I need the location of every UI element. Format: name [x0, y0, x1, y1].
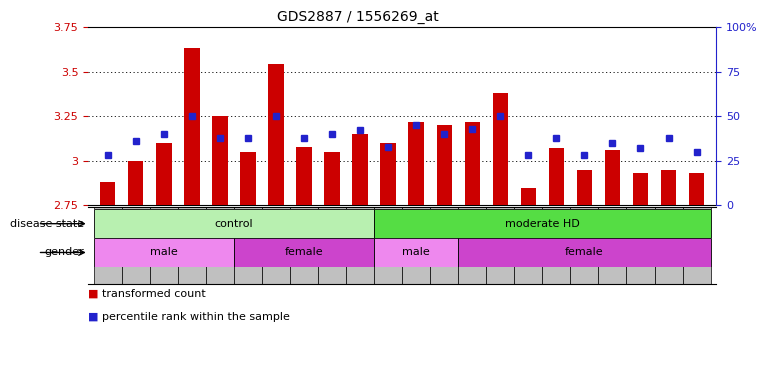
Text: GSM217786: GSM217786 [440, 214, 449, 265]
Text: control: control [214, 218, 254, 229]
Bar [633, 173, 648, 205]
Text: disease state: disease state [10, 218, 84, 229]
Bar [93, 238, 234, 267]
Text: gender: gender [44, 247, 84, 258]
Text: GSM217768: GSM217768 [300, 214, 309, 265]
Bar [654, 207, 683, 284]
Bar [577, 170, 592, 205]
Bar [184, 48, 200, 205]
Bar [93, 209, 374, 238]
Bar [100, 182, 116, 205]
Bar [290, 207, 318, 284]
Bar [627, 207, 654, 284]
Bar [206, 207, 234, 284]
Text: GSM217776: GSM217776 [496, 214, 505, 265]
Text: GSM217787: GSM217787 [468, 214, 476, 265]
Bar [374, 207, 402, 284]
Text: GSM217777: GSM217777 [524, 214, 533, 265]
Bar [430, 207, 458, 284]
Bar [571, 207, 598, 284]
Bar [464, 121, 480, 205]
Bar [374, 209, 711, 238]
Text: GSM217767: GSM217767 [271, 214, 280, 265]
Text: ■: ■ [88, 312, 99, 322]
Text: moderate HD: moderate HD [505, 218, 580, 229]
Bar [156, 143, 172, 205]
Text: GSM217781: GSM217781 [636, 214, 645, 264]
Bar [548, 148, 564, 205]
Text: GSM217784: GSM217784 [384, 214, 393, 264]
Bar [493, 93, 508, 205]
Text: GSM217785: GSM217785 [411, 214, 421, 264]
Text: GSM217780: GSM217780 [608, 214, 617, 264]
Text: ■: ■ [88, 289, 99, 299]
Text: GSM217770: GSM217770 [355, 214, 365, 264]
Text: male: male [402, 247, 430, 258]
Bar [598, 207, 627, 284]
Bar [521, 187, 536, 205]
Text: GSM217782: GSM217782 [664, 214, 673, 264]
Title: GDS2887 / 1556269_at: GDS2887 / 1556269_at [277, 10, 439, 25]
Bar [212, 116, 228, 205]
Bar [408, 121, 424, 205]
Bar [661, 170, 676, 205]
Bar [128, 161, 143, 205]
Bar [324, 152, 340, 205]
Bar [514, 207, 542, 284]
Text: GSM217769: GSM217769 [328, 214, 336, 264]
Text: GSM217766: GSM217766 [244, 214, 253, 265]
Bar [318, 207, 346, 284]
Text: GSM217771: GSM217771 [103, 214, 112, 264]
Bar [689, 173, 704, 205]
Bar [542, 207, 571, 284]
Bar [262, 207, 290, 284]
Bar [241, 152, 256, 205]
Bar [150, 207, 178, 284]
Text: male: male [150, 247, 178, 258]
Bar [268, 65, 283, 205]
Text: GSM217772: GSM217772 [131, 214, 140, 264]
Bar [458, 238, 711, 267]
Bar [346, 207, 374, 284]
Bar [122, 207, 150, 284]
Text: GSM217778: GSM217778 [552, 214, 561, 265]
Text: percentile rank within the sample: percentile rank within the sample [102, 312, 290, 322]
Text: GSM217775: GSM217775 [215, 214, 224, 264]
Text: GSM217774: GSM217774 [188, 214, 196, 264]
Bar [234, 238, 374, 267]
Text: female: female [565, 247, 604, 258]
Bar [93, 207, 122, 284]
Bar [683, 207, 711, 284]
Bar [178, 207, 206, 284]
Bar [486, 207, 514, 284]
Bar [352, 134, 368, 205]
Text: GSM217783: GSM217783 [692, 214, 701, 265]
Text: transformed count: transformed count [102, 289, 205, 299]
Bar [296, 147, 312, 205]
Bar [604, 150, 620, 205]
Bar [234, 207, 262, 284]
Text: GSM217773: GSM217773 [159, 214, 169, 265]
Bar [402, 207, 430, 284]
Bar [437, 125, 452, 205]
Text: GSM217779: GSM217779 [580, 214, 589, 264]
Bar [381, 143, 396, 205]
Text: female: female [285, 247, 323, 258]
Bar [374, 238, 458, 267]
Bar [458, 207, 486, 284]
